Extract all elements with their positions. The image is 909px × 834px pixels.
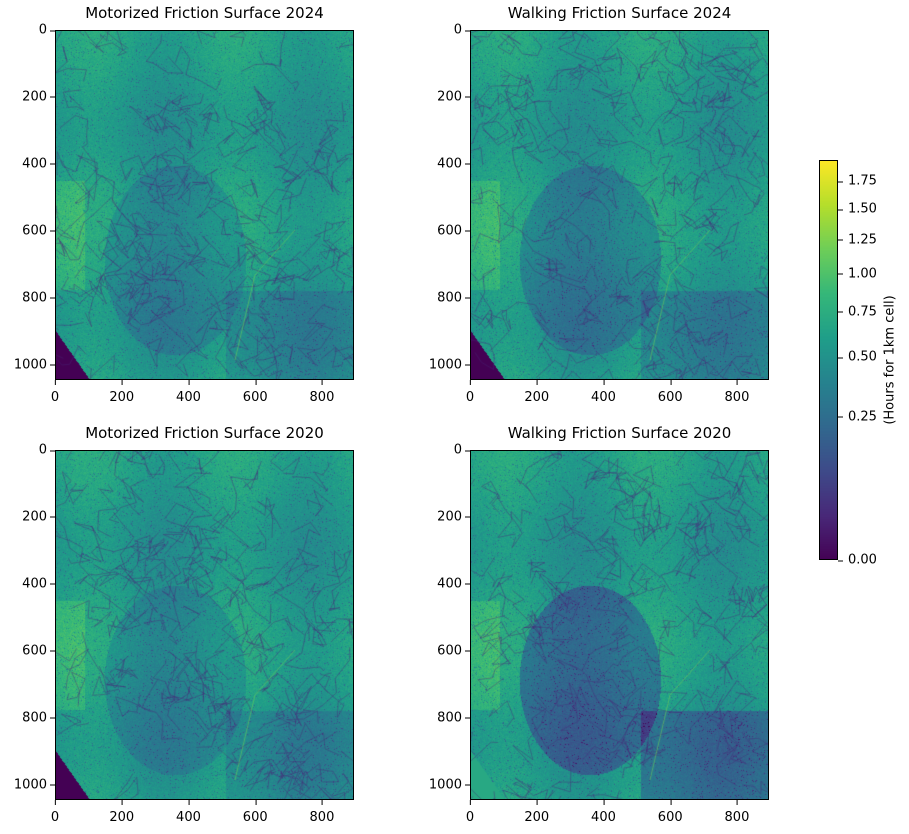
colorbar-tick-label: 0.25 xyxy=(838,409,877,425)
y-tick-label: 400 xyxy=(22,156,55,172)
colorbar-tick-label: 0.00 xyxy=(838,552,877,568)
x-tick-label: 600 xyxy=(242,380,268,405)
heatmap-panel: Motorized Friction Surface 2020 0 200 400 60… xyxy=(14,424,354,825)
colorbar-tick-label: 1.75 xyxy=(838,173,877,189)
y-tick-label: 1000 xyxy=(428,357,471,373)
heatmap-image xyxy=(55,30,354,380)
x-tick-label: 0 xyxy=(50,380,60,405)
colorbar-tick-label: 1.50 xyxy=(838,201,877,217)
x-tick-label: 600 xyxy=(657,380,683,405)
x-tick-label: 600 xyxy=(242,800,268,825)
x-tick-label: 600 xyxy=(657,800,683,825)
subplot-title: Motorized Friction Surface 2024 xyxy=(85,4,324,22)
y-tick-label: 0 xyxy=(38,22,56,38)
heatmap-panel: Motorized Friction Surface 2024 0 200 400 60… xyxy=(14,4,354,405)
axes-frame xyxy=(55,450,354,800)
y-tick-label: 200 xyxy=(437,89,470,105)
heatmap-panel: Walking Friction Surface 2020 0 200 400 600 8… xyxy=(429,424,769,825)
heatmap-image xyxy=(470,30,769,380)
x-tick-label: 800 xyxy=(724,380,750,405)
colorbar-frame xyxy=(819,160,838,560)
y-tick-label: 600 xyxy=(437,643,470,659)
y-tick-label: 800 xyxy=(437,290,470,306)
y-tick-label: 600 xyxy=(22,643,55,659)
colorbar-tick-label: 0.75 xyxy=(838,304,877,320)
y-tick-label: 200 xyxy=(22,89,55,105)
y-tick-label: 400 xyxy=(437,576,470,592)
colorbar-label: (Hours for 1km cell) xyxy=(882,295,898,425)
y-tick-label: 800 xyxy=(22,290,55,306)
heatmap-image xyxy=(55,450,354,800)
heatmap-panel: Walking Friction Surface 2024 0 200 400 600 8… xyxy=(429,4,769,405)
y-tick-label: 1000 xyxy=(13,777,56,793)
x-tick-label: 200 xyxy=(524,380,550,405)
colorbar: 0.00 0.25 0.50 0.75 1.00 1.25 1.50 1.75 xyxy=(819,160,877,568)
x-tick-label: 200 xyxy=(109,800,135,825)
subplot-title: Motorized Friction Surface 2020 xyxy=(85,424,324,442)
y-tick-label: 400 xyxy=(22,576,55,592)
y-tick-label: 600 xyxy=(437,223,470,239)
axes-frame xyxy=(470,30,769,380)
x-tick-label: 0 xyxy=(50,800,60,825)
x-tick-label: 0 xyxy=(465,380,475,405)
axes-frame xyxy=(55,30,354,380)
y-tick-label: 1000 xyxy=(13,357,56,373)
x-tick-label: 400 xyxy=(176,380,201,405)
x-tick-label: 800 xyxy=(309,380,335,405)
y-tick-label: 400 xyxy=(437,156,470,172)
y-tick-label: 600 xyxy=(22,223,55,239)
x-tick-label: 200 xyxy=(109,380,135,405)
subplot-title: Walking Friction Surface 2024 xyxy=(507,4,732,22)
x-tick-label: 400 xyxy=(591,800,616,825)
x-tick-label: 800 xyxy=(309,800,335,825)
y-tick-label: 800 xyxy=(437,710,470,726)
x-tick-label: 0 xyxy=(465,800,475,825)
subplot-title: Walking Friction Surface 2020 xyxy=(507,424,732,442)
y-tick-label: 1000 xyxy=(428,777,471,793)
y-tick-label: 200 xyxy=(437,509,470,525)
x-tick-label: 400 xyxy=(591,380,616,405)
x-tick-label: 200 xyxy=(524,800,550,825)
x-tick-label: 800 xyxy=(724,800,750,825)
y-tick-label: 800 xyxy=(22,710,55,726)
colorbar-tick-label: 0.50 xyxy=(838,349,877,365)
y-tick-label: 0 xyxy=(38,442,56,458)
y-tick-label: 0 xyxy=(453,442,471,458)
axes-frame xyxy=(470,450,769,800)
heatmap-image xyxy=(470,450,769,800)
y-tick-label: 200 xyxy=(22,509,55,525)
colorbar-gradient xyxy=(819,160,838,560)
x-tick-label: 400 xyxy=(176,800,201,825)
y-tick-label: 0 xyxy=(453,22,471,38)
colorbar-tick-label: 1.00 xyxy=(838,266,877,282)
colorbar-tick-label: 1.25 xyxy=(838,232,877,248)
